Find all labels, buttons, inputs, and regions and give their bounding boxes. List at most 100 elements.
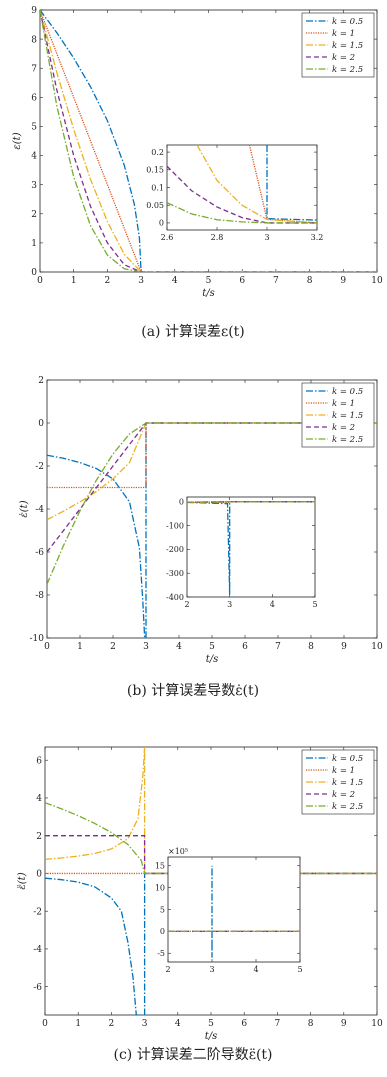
caption-a: (a) 计算误差ε(t) (141, 324, 245, 340)
p2-xtick-label-0: 0 (42, 1019, 48, 1029)
p0-ytick-label-8: 8 (31, 35, 37, 45)
p0-legend-label-2: k = 1.5 (332, 41, 363, 51)
p1-xtick-label-3: 3 (143, 642, 149, 652)
p2-xtick-label-4: 4 (175, 1019, 181, 1029)
p0-ytick-label-4: 4 (31, 152, 37, 162)
p2-ytick-label-6: 6 (36, 756, 42, 766)
p1-xtick-label-2: 2 (110, 642, 116, 652)
p2-ytick-label-5: 4 (36, 794, 42, 804)
p0-inset-xtick-label-1: 2.8 (211, 233, 224, 242)
p1-legend-label-4: k = 2.5 (332, 435, 363, 445)
p1-legend-label-3: k = 2 (332, 423, 355, 433)
p2-inset-frame (168, 857, 300, 962)
p1-inset-ytick-label-1: -300 (166, 569, 184, 578)
p2-legend-label-1: k = 1 (332, 766, 355, 776)
p2-xtick-label-3: 3 (142, 1019, 148, 1029)
p1-xtick-label-1: 1 (77, 642, 83, 652)
p0-xtick-label-0: 0 (37, 276, 43, 286)
p1-ytick-label-6: 2 (38, 376, 44, 386)
p2-xlabel: t/s (205, 1031, 218, 1042)
p2-inset-xtick-label-0: 2 (165, 965, 170, 974)
p2-inset-xtick-label-1: 3 (209, 965, 214, 974)
p0-xtick-label-8: 8 (307, 276, 313, 286)
p2-ytick-label-1: -4 (33, 945, 42, 955)
p1-ylabel: ε̇(t) (19, 500, 30, 517)
p0-xtick-label-6: 6 (239, 276, 245, 286)
p1-inset-ytick-label-0: -400 (166, 593, 184, 602)
p2-xtick-label-8: 8 (308, 1019, 314, 1029)
p0-legend-label-0: k = 0.5 (332, 17, 363, 27)
p2-legend-label-2: k = 1.5 (332, 778, 363, 788)
p2-legend-label-3: k = 2 (332, 790, 355, 800)
p2-xtick-label-10: 10 (371, 1019, 383, 1029)
p0-ytick-label-0: 0 (31, 268, 37, 278)
p2-inset-xtick-label-2: 4 (253, 965, 258, 974)
p1-ytick-label-2: -6 (35, 548, 44, 558)
p1-inset-xtick-label-3: 5 (312, 600, 317, 609)
p1-legend-label-0: k = 0.5 (332, 387, 363, 397)
p0-xtick-label-9: 9 (340, 276, 346, 286)
p0-ytick-label-9: 9 (31, 6, 37, 16)
p2-ytick-label-2: -2 (33, 907, 42, 917)
p0-inset-ytick-label-2: 0.1 (151, 183, 164, 192)
p0-ytick-label-1: 1 (31, 239, 37, 249)
p0-ytick-label-6: 6 (31, 93, 37, 103)
p2-legend-label-4: k = 2.5 (332, 802, 363, 812)
p1-xtick-label-9: 9 (341, 642, 347, 652)
p0-legend-label-1: k = 1 (332, 29, 355, 39)
p1-inset-ytick-label-2: -200 (166, 545, 184, 554)
p1-inset-frame (187, 497, 315, 597)
p0-inset-ytick-label-1: 0.05 (146, 201, 164, 210)
p2-xtick-label-6: 6 (241, 1019, 247, 1029)
caption-c: (c) 计算误差二阶导数ε̈(t) (113, 1047, 272, 1063)
p0-legend-label-4: k = 2.5 (332, 65, 363, 75)
p2-xtick-label-9: 9 (341, 1019, 347, 1029)
p1-inset-ytick-label-3: -100 (166, 521, 184, 530)
p1-xtick-label-0: 0 (44, 642, 50, 652)
caption-b: (b) 计算误差导数ε̇(t) (127, 683, 259, 699)
p1-ytick-label-0: -10 (30, 634, 45, 644)
p2-inset-xtick-label-3: 5 (297, 965, 302, 974)
panel-b: 0 1 2 3 4 5 6 7 8 9 10-10-8-6-4-202t/sε̇(t)k = 0.5… (19, 376, 383, 665)
p2-xtick-label-1: 1 (75, 1019, 81, 1029)
p2-legend-label-0: k = 0.5 (332, 754, 363, 764)
p0-ytick-label-7: 7 (31, 64, 37, 74)
p1-xtick-label-4: 4 (176, 642, 182, 652)
p0-ytick-label-2: 2 (31, 210, 37, 220)
p1-xlabel: t/s (206, 654, 219, 665)
p0-legend-label-3: k = 2 (332, 53, 355, 63)
p0-ytick-label-3: 3 (31, 181, 37, 191)
p2-xtick-label-7: 7 (275, 1019, 281, 1029)
p0-xtick-label-5: 5 (206, 276, 212, 286)
p0-xtick-label-10: 10 (371, 276, 383, 286)
p1-inset-xtick-label-1: 3 (227, 600, 232, 609)
p0-inset-ytick-label-4: 0.2 (151, 148, 164, 157)
p2-inset-ytick-label-1: 0 (160, 927, 165, 936)
p1-inset-xtick-label-0: 2 (184, 600, 189, 609)
p2-inset-ytick-label-4: 15 (155, 862, 165, 871)
p1-inset-ytick-label-4: 0 (179, 498, 184, 507)
p1-legend-label-2: k = 1.5 (332, 411, 363, 421)
p0-xtick-label-2: 2 (105, 276, 111, 286)
p0-xtick-label-7: 7 (273, 276, 279, 286)
p2-inset-exponent: ×10⁵ (168, 847, 188, 856)
p1-ytick-label-4: -2 (35, 462, 44, 472)
p2-ytick-label-0: -6 (33, 983, 42, 993)
p0-inset-ytick-label-3: 0.15 (146, 166, 164, 175)
p0-inset-xtick-label-3: 3.2 (311, 233, 324, 242)
p2-xtick-label-2: 2 (109, 1019, 115, 1029)
panel-c: 0 1 2 3 4 5 6 7 8 9 10 -6 -4 -2 0 2 4 6 t/s ε̈(t) k = 0.5 k =… (17, 747, 383, 1042)
p0-xtick-label-3: 3 (138, 276, 144, 286)
p1-inset-xtick-label-2: 4 (270, 600, 275, 609)
p0-inset-ytick-label-0: 0 (159, 219, 164, 228)
p1-ytick-label-1: -8 (35, 591, 44, 601)
p0-inset-xtick-label-2: 3 (264, 233, 269, 242)
p2-xtick-label-5: 5 (208, 1019, 214, 1029)
p1-xtick-label-7: 7 (275, 642, 281, 652)
p2-ytick-label-3: 0 (36, 870, 42, 880)
p0-xtick-label-1: 1 (71, 276, 77, 286)
p1-xtick-label-10: 10 (371, 642, 383, 652)
p1-xtick-label-6: 6 (242, 642, 248, 652)
panel-a: 0 1 2 3 4 5 6 7 8 9 100123456789t/sε(t)k = 0.5k = … (12, 6, 383, 299)
p2-ytick-label-4: 2 (36, 832, 42, 842)
